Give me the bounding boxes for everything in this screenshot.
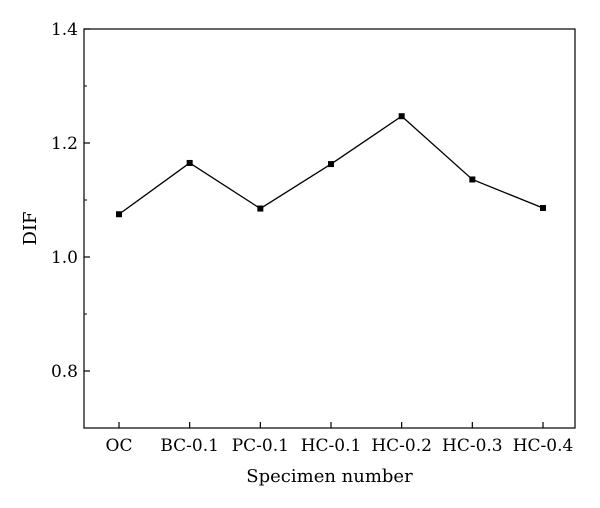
x-tick-label: BC-0.1	[160, 436, 219, 456]
y-tick-label: 1.4	[51, 20, 78, 40]
plot-frame	[83, 28, 576, 429]
data-point-marker	[398, 113, 405, 120]
x-tick-label: PC-0.1	[232, 436, 289, 456]
y-tick-label: 0.8	[51, 362, 78, 382]
y-axis-label: DIF	[20, 211, 41, 245]
y-tick-label: 1.2	[51, 134, 78, 154]
data-point-marker	[116, 211, 122, 218]
x-axis-label: Specimen number	[246, 466, 413, 487]
data-point-marker	[186, 159, 193, 166]
data-point-marker	[540, 204, 546, 211]
y-tick-label: 1.0	[51, 248, 78, 268]
data-point-marker	[469, 176, 476, 183]
plot-area-border	[83, 28, 576, 429]
x-tick-label: HC-0.1	[301, 436, 362, 456]
series-group	[116, 113, 546, 218]
data-point-marker	[257, 205, 264, 212]
x-axis-ticks: OC BC-0.1 PC-0.1 HC-0.1 HC-0.2 HC-0.3 HC-0.4	[106, 422, 574, 456]
x-tick-label: OC	[106, 436, 133, 456]
x-tick-label: HC-0.2	[371, 436, 432, 456]
y-axis-ticks: 0.8 1.0 1.2 1.4	[51, 20, 90, 382]
x-tick-label: HC-0.4	[513, 436, 574, 456]
x-tick-label: HC-0.3	[442, 436, 503, 456]
data-point-marker	[328, 161, 334, 168]
